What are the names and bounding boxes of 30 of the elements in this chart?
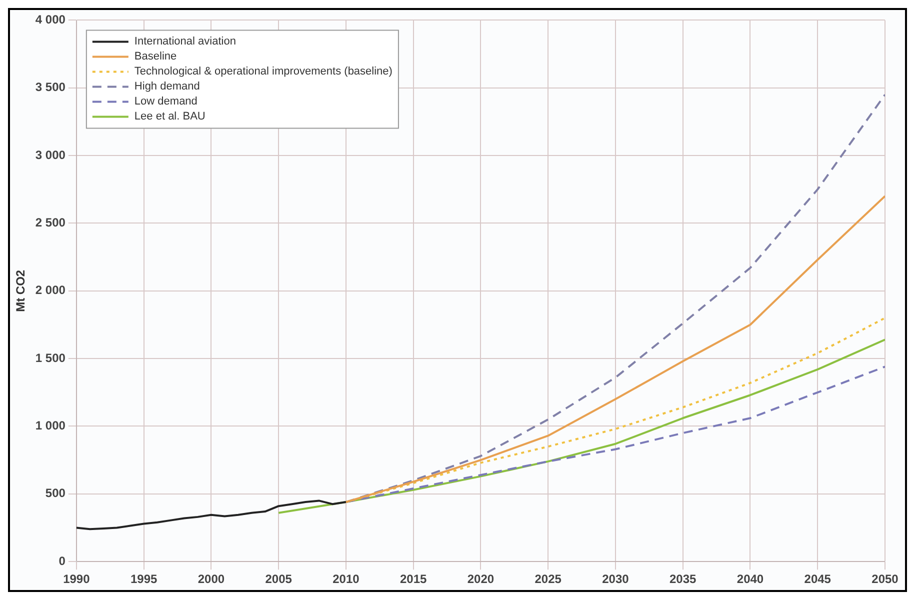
y-tick-label: 3 000 xyxy=(35,148,66,162)
x-tick-label: 2010 xyxy=(332,572,360,586)
y-tick-label: 0 xyxy=(58,554,66,568)
x-tick-label: 2045 xyxy=(804,572,832,586)
x-tick-label: 2015 xyxy=(400,572,428,586)
x-tick-label: 2020 xyxy=(467,572,494,586)
y-tick-label: 3 500 xyxy=(35,80,66,94)
y-tick-label: 4 000 xyxy=(35,12,66,27)
x-tick-label: 2035 xyxy=(670,572,697,586)
legend-label: High demand xyxy=(134,80,200,93)
x-tick-label: 2025 xyxy=(534,572,562,586)
legend-label: Technological & operational improvements (baseline) xyxy=(134,66,392,78)
chart-frame: Mt CO2 1990 1995 2000 2005 2010 2015 2020 2025 2030 2035 2040 2045 2050 0 500 1 000 1 500 2 000 2 500 3 000 3 500 4 000 International aviation Baseline Technological & operational improvements (baseline) High demand Low demand Lee et al. BAU xyxy=(8,8,907,592)
x-tick-label: 2050 xyxy=(872,572,899,586)
y-tick-label: 2 000 xyxy=(35,283,66,298)
y-axis-title: Mt CO2 xyxy=(14,270,28,312)
x-tick-label: 2030 xyxy=(602,572,630,586)
legend-label: Baseline xyxy=(134,50,177,63)
x-tick-label: 2005 xyxy=(265,572,292,586)
x-tick-label: 1990 xyxy=(63,572,90,586)
legend-label: Lee et al. BAU xyxy=(134,110,206,123)
legend-label: International aviation xyxy=(134,36,236,48)
x-tick-label: 1995 xyxy=(130,572,158,586)
y-tick-label: 1 000 xyxy=(35,418,66,433)
y-tick-label: 1 500 xyxy=(35,350,66,365)
y-tick-label: 2 500 xyxy=(35,216,66,230)
x-tick-label: 2000 xyxy=(198,572,225,586)
x-tick-label: 2040 xyxy=(736,572,764,586)
legend-label: Low demand xyxy=(134,96,198,108)
y-tick-label: 500 xyxy=(45,486,66,500)
